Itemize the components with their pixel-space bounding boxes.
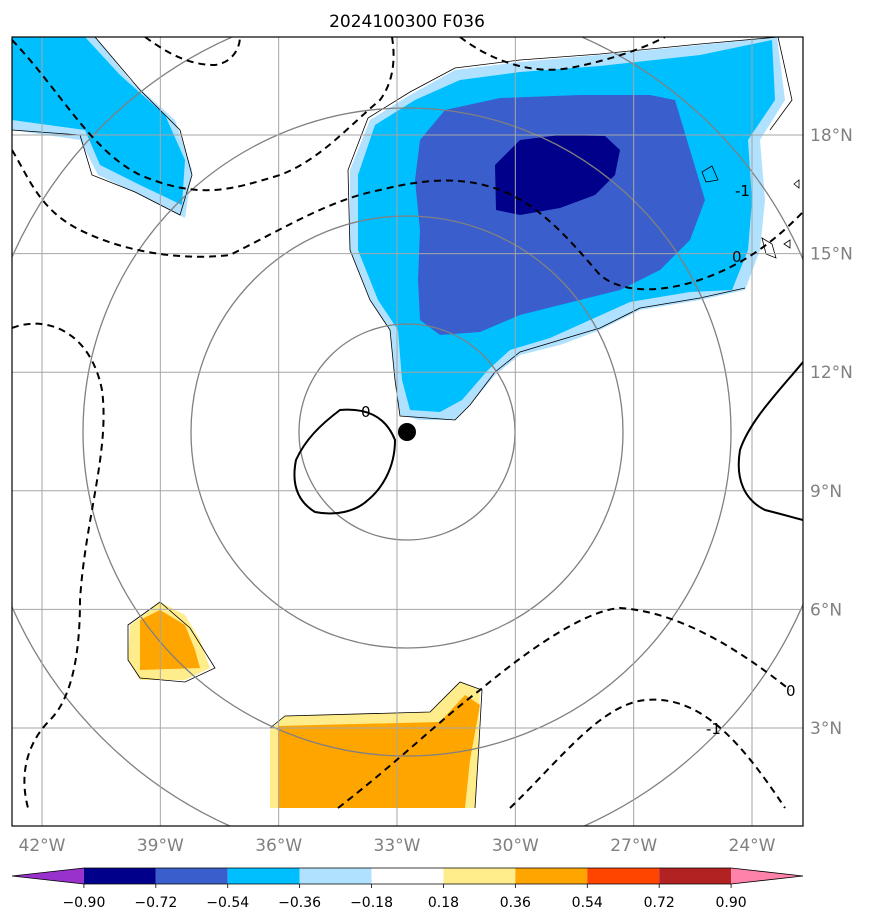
- lon-tick-label: 27°W: [610, 836, 657, 856]
- lon-tick-label: 33°W: [374, 836, 421, 856]
- field-s-orange: [278, 695, 480, 808]
- colorbar-segment: [515, 868, 588, 884]
- contour-dashed-n-1: [144, 37, 241, 67]
- lat-tick-label: 6°N: [810, 600, 842, 620]
- contour-label-ne: -1: [735, 182, 750, 200]
- lat-axis: 18°N 15°N 12°N 9°N 6°N 3°N: [810, 126, 853, 739]
- colorbar: −0.90 −0.72 −0.54 −0.36 −0.18 0.18 0.36 0.54 0.7…: [11, 867, 804, 911]
- contour-label-ne-2: 0: [732, 248, 742, 266]
- colorbar-segment: [155, 868, 228, 884]
- range-ring-3: [82, 107, 732, 757]
- colorbar-extend-high: [731, 868, 803, 884]
- colorbar-label: 0.54: [572, 895, 603, 911]
- shaded-fields: [12, 37, 785, 808]
- lon-axis: 42°W 39°W 36°W 33°W 30°W 27°W 24°W: [19, 836, 776, 856]
- lat-tick-label: 15°N: [810, 245, 853, 265]
- field-w-orange: [140, 610, 200, 670]
- lat-tick-label: 12°N: [810, 363, 853, 383]
- lat-tick-label: 3°N: [810, 719, 842, 739]
- range-ring-2: [190, 215, 624, 649]
- field-ne-dark: [415, 95, 705, 335]
- grid-lines: [12, 37, 803, 826]
- colorbar-segment: [299, 868, 372, 884]
- lat-tick-label: 18°N: [810, 126, 853, 146]
- chart-title: 2024100300 F036: [329, 12, 485, 32]
- colorbar-label: 0.18: [428, 895, 459, 911]
- contour-lines: [12, 37, 803, 809]
- contour-dashed-nw-1: [12, 37, 395, 192]
- colorbar-segment: [587, 868, 660, 884]
- colorbar-label: −0.90: [62, 895, 105, 911]
- contour-dashed-se: [509, 698, 786, 809]
- colorbar-label: −0.72: [134, 895, 177, 911]
- range-rings: [12, 37, 803, 826]
- contour-dashed-n-2: [459, 37, 666, 71]
- colorbar-segment: [83, 868, 156, 884]
- colorbar-segment: [227, 868, 300, 884]
- colorbar-label: 0.36: [500, 895, 531, 911]
- map-frame: [11, 36, 804, 827]
- colorbar-segment: [371, 868, 444, 884]
- contour-solid-east: [737, 361, 803, 521]
- lon-tick-label: 39°W: [137, 836, 184, 856]
- contour-dashed-w: [12, 322, 105, 809]
- contour-label-center: 0: [361, 403, 371, 421]
- lon-tick-label: 24°W: [729, 836, 776, 856]
- colorbar-segment: [659, 868, 732, 884]
- field-nw-mid: [12, 37, 185, 205]
- contour-dashed-s: [337, 606, 791, 809]
- colorbar-segment: [443, 868, 516, 884]
- colorbar-label: 0.72: [644, 895, 675, 911]
- lon-tick-label: 30°W: [492, 836, 539, 856]
- lon-tick-label: 42°W: [19, 836, 66, 856]
- contour-labels: 0 -1 0 -1 0: [361, 182, 796, 738]
- colorbar-extend-low: [12, 868, 84, 884]
- colorbar-label: 0.90: [716, 895, 747, 911]
- map-area: 0 -1 0 -1 0: [12, 37, 803, 826]
- contour-dashed-nw-2: [12, 149, 803, 291]
- field-ne-navy: [495, 135, 620, 215]
- contour-label-e: 0: [786, 682, 796, 700]
- contour-label-se: -1: [706, 720, 721, 738]
- contour-solid-center: [293, 408, 397, 515]
- storm-center-marker: [398, 423, 416, 441]
- colorbar-label: −0.54: [206, 895, 249, 911]
- lon-tick-label: 36°W: [255, 836, 302, 856]
- lat-tick-label: 9°N: [810, 482, 842, 502]
- colorbar-label: −0.18: [350, 895, 393, 911]
- colorbar-label: −0.36: [278, 895, 321, 911]
